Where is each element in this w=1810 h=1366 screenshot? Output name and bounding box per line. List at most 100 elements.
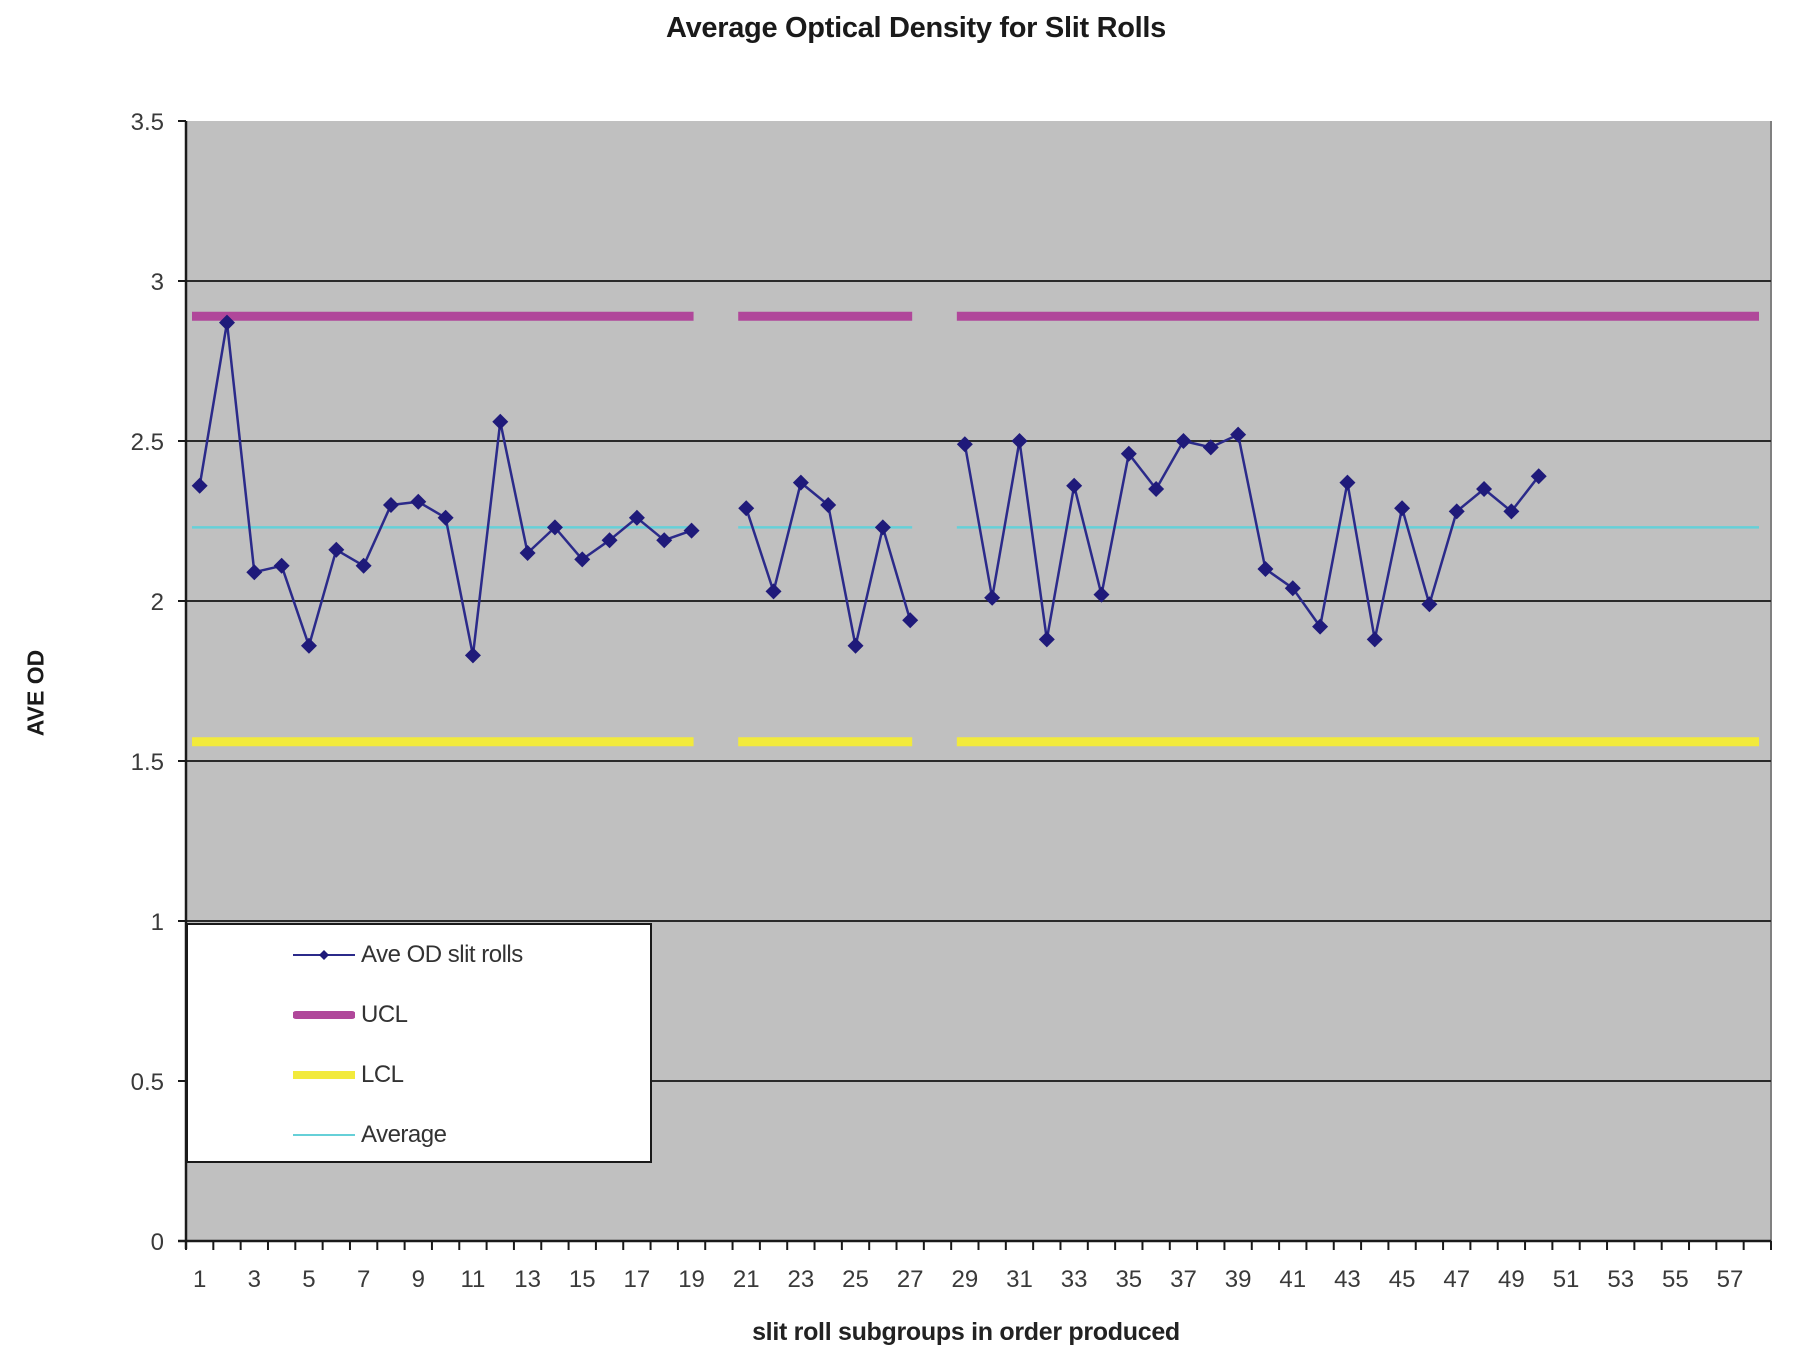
y-tick-label: 2	[151, 589, 164, 616]
x-axis-title: slit roll subgroups in order produced	[752, 1318, 1180, 1346]
legend-lcl-line-icon	[293, 1060, 355, 1090]
x-tick-label: 21	[733, 1266, 760, 1293]
data-point-diamond-icon	[1284, 580, 1301, 597]
x-tick-label: 35	[1115, 1266, 1142, 1293]
y-tick-label: 1	[151, 909, 164, 936]
x-tick-label: 53	[1607, 1266, 1634, 1293]
y-tick-label: 1.5	[131, 749, 164, 776]
data-point-diamond-icon	[574, 551, 591, 568]
y-axis-ticks: 0 0.5 1 1.5 2 2.5 3 3.5	[131, 109, 186, 1256]
legend-line-marker-icon	[293, 940, 355, 970]
y-tick-label: 3.5	[131, 109, 164, 136]
legend-item-ucl: UCL	[292, 1000, 408, 1030]
x-tick-label: 5	[302, 1266, 315, 1293]
x-tick-label: 47	[1443, 1266, 1470, 1293]
control-limit-lines	[192, 311, 1759, 747]
x-tick-label: 3	[248, 1266, 261, 1293]
data-point-diamond-icon	[738, 500, 755, 517]
data-point-diamond-icon	[628, 509, 645, 526]
legend-item-ave-od: Ave OD slit rolls	[293, 940, 523, 970]
data-point-diamond-icon	[902, 612, 919, 629]
x-tick-label: 9	[412, 1266, 425, 1293]
data-point-diamond-icon	[300, 637, 317, 654]
data-point-diamond-icon	[492, 413, 509, 430]
data-point-diamond-icon	[1530, 468, 1547, 485]
x-tick-label: 15	[569, 1266, 596, 1293]
data-point-diamond-icon	[1066, 477, 1083, 494]
data-point-diamond-icon	[1230, 426, 1247, 443]
data-point-diamond-icon	[410, 493, 427, 510]
legend-label: Ave OD slit rolls	[361, 941, 523, 968]
data-point-diamond-icon	[191, 477, 208, 494]
data-point-diamond-icon	[1202, 439, 1219, 456]
x-tick-label: 13	[514, 1266, 541, 1293]
data-point-diamond-icon	[656, 532, 673, 549]
data-point-diamond-icon	[1476, 481, 1493, 497]
x-tick-label: 55	[1662, 1266, 1689, 1293]
data-point-diamond-icon	[1093, 586, 1110, 603]
data-point-diamond-icon	[1148, 481, 1165, 497]
data-point-diamond-icon	[355, 557, 372, 574]
data-point-diamond-icon	[792, 474, 809, 491]
series-ave-od-markers	[191, 314, 1547, 664]
data-point-diamond-icon	[683, 522, 700, 539]
data-point-diamond-icon	[984, 589, 1001, 606]
x-tick-label: 11	[460, 1266, 485, 1293]
data-point-diamond-icon	[1038, 631, 1055, 648]
data-point-diamond-icon	[847, 637, 864, 654]
x-tick-label: 43	[1334, 1266, 1361, 1293]
legend-label: LCL	[361, 1061, 404, 1088]
data-point-diamond-icon	[1421, 596, 1438, 613]
x-tick-label: 27	[897, 1266, 924, 1293]
x-tick-label: 29	[951, 1266, 978, 1293]
legend-average-line-icon	[293, 1120, 355, 1150]
data-point-diamond-icon	[464, 647, 481, 664]
x-tick-label: 31	[1006, 1266, 1033, 1293]
x-tick-label: 23	[788, 1266, 815, 1293]
x-tick-label: 25	[842, 1266, 869, 1293]
data-point-diamond-icon	[1312, 618, 1329, 635]
legend-ucl-line-icon	[292, 1000, 356, 1030]
legend-label: UCL	[361, 1001, 408, 1028]
legend-item-lcl: LCL	[293, 1060, 404, 1090]
x-tick-label: 39	[1225, 1266, 1252, 1293]
x-tick-label: 1	[193, 1266, 206, 1293]
data-point-diamond-icon	[218, 314, 235, 331]
chart-title: Average Optical Density for Slit Rolls	[666, 12, 1166, 44]
data-point-diamond-icon	[437, 509, 454, 526]
data-point-diamond-icon	[874, 519, 891, 536]
legend: Ave OD slit rolls UCL LCL Average	[186, 923, 652, 1163]
x-tick-label: 57	[1717, 1266, 1744, 1293]
data-point-diamond-icon	[1394, 500, 1411, 517]
data-point-diamond-icon	[1257, 561, 1274, 577]
data-point-diamond-icon	[601, 532, 618, 549]
x-axis-ticks: 1 3 5 7 9 11 13 15 17 19 21 23 25 27 29 31 33 35 37 39 41 43 4…	[185, 1241, 1772, 1293]
y-tick-label: 0.5	[131, 1069, 164, 1096]
x-tick-label: 51	[1553, 1266, 1580, 1293]
legend-label: Average	[361, 1121, 447, 1148]
data-point-diamond-icon	[1120, 445, 1137, 462]
y-tick-label: 3	[151, 269, 164, 296]
data-point-diamond-icon	[1011, 433, 1028, 449]
data-point-diamond-icon	[1175, 433, 1192, 449]
x-tick-label: 7	[357, 1266, 370, 1293]
x-tick-label: 45	[1389, 1266, 1416, 1293]
data-point-diamond-icon	[956, 436, 973, 453]
x-tick-label: 19	[678, 1266, 705, 1293]
x-tick-label: 37	[1170, 1266, 1197, 1293]
series-line-segment	[963, 433, 1540, 641]
data-point-diamond-icon	[1339, 474, 1356, 491]
data-point-diamond-icon	[328, 541, 345, 558]
data-point-diamond-icon	[519, 545, 536, 561]
y-tick-label: 2.5	[131, 429, 164, 456]
y-tick-label: 0	[151, 1229, 164, 1256]
x-tick-label: 17	[624, 1266, 651, 1293]
data-point-diamond-icon	[246, 564, 263, 581]
legend-item-average: Average	[293, 1120, 447, 1150]
data-point-diamond-icon	[765, 583, 782, 600]
data-point-diamond-icon	[382, 497, 399, 513]
data-point-diamond-icon	[1503, 503, 1520, 520]
x-tick-label: 33	[1061, 1266, 1088, 1293]
data-point-diamond-icon	[546, 519, 563, 536]
